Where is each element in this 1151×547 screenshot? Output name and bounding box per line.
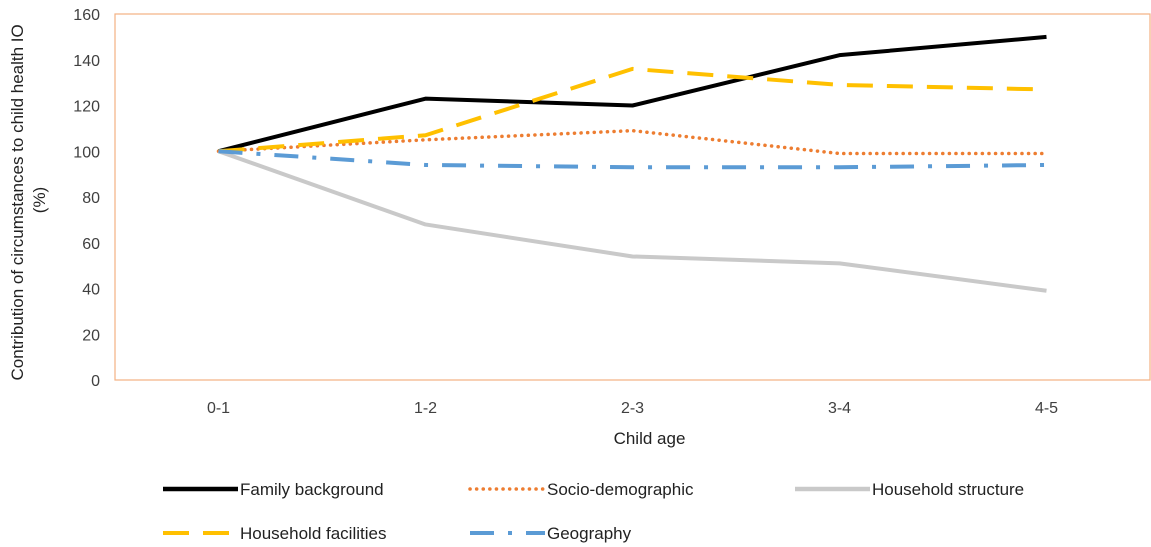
series-line-household-facilities	[219, 69, 1047, 151]
legend-label-geography: Geography	[547, 524, 632, 543]
legend-label-socio-demographic: Socio-demographic	[547, 480, 694, 499]
y-tick-label: 60	[82, 236, 100, 253]
y-axis-title: Contribution of circumstances to child h…	[8, 20, 49, 381]
legend-label-household-structure: Household structure	[872, 480, 1024, 499]
y-tick-label: 140	[73, 53, 100, 70]
y-tick-label: 100	[73, 144, 100, 161]
y-axis-title-line-1: Contribution of circumstances to child h…	[8, 24, 27, 380]
y-axis-title-line-2: (%)	[30, 187, 49, 213]
series-lines	[219, 37, 1047, 291]
y-tick-label: 0	[91, 373, 100, 390]
x-tick-label: 1-2	[414, 400, 437, 417]
y-tick-label: 160	[73, 7, 100, 24]
y-tick-label: 120	[73, 99, 100, 116]
x-tick-label: 3-4	[828, 400, 851, 417]
y-tick-label: 40	[82, 282, 100, 299]
x-axis-ticks: 0-1 1-2 2-3 3-4 4-5	[207, 400, 1058, 417]
legend: Family background Socio-demographic Househ…	[163, 480, 1024, 543]
x-tick-label: 4-5	[1035, 400, 1058, 417]
legend-label-family-background: Family background	[240, 480, 384, 499]
y-axis-ticks: 0 20 40 60 80 100 120 140 160	[73, 7, 100, 390]
series-line-household-structure	[219, 151, 1047, 291]
legend-label-household-facilities: Household facilities	[240, 524, 386, 543]
series-line-family-background	[219, 37, 1047, 151]
x-tick-label: 0-1	[207, 400, 230, 417]
y-tick-label: 80	[82, 190, 100, 207]
x-axis-title: Child age	[614, 429, 686, 448]
y-tick-label: 20	[82, 327, 100, 344]
x-tick-label: 2-3	[621, 400, 644, 417]
